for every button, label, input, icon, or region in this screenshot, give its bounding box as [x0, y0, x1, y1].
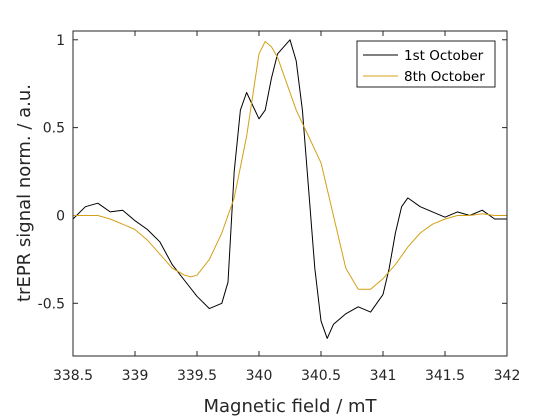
x-tick-label: 341 [370, 368, 397, 384]
x-tick-label: 342 [494, 368, 521, 384]
x-tick-label: 338.5 [53, 368, 93, 384]
plot-frame [72, 30, 508, 357]
y-tick-label: 0 [56, 208, 65, 224]
legend-label-8th-october: 8th October [404, 69, 485, 85]
x-tick-label: 340 [246, 368, 273, 384]
y-tick-label: 1 [56, 33, 65, 49]
legend-box [356, 40, 496, 88]
series-line-8th-october [73, 41, 507, 290]
legend-label-1st-october: 1st October [404, 48, 484, 64]
y-tick-label: -0.5 [38, 296, 65, 312]
series-line-1st-october [72, 39, 507, 339]
y-axis-ticks: 1 0.5 0 -0.5 [38, 33, 507, 312]
y-axis-label: trEPR signal norm. / a.u. [14, 84, 35, 302]
x-axis-label: Magnetic field / mT [203, 396, 377, 417]
plot-series [72, 39, 507, 339]
x-tick-label: 339.5 [177, 368, 217, 384]
x-tick-label: 340.5 [301, 368, 341, 384]
x-axis-ticks: 338.5 339 339.5 340 340.5 341 341.5 342 [53, 31, 520, 384]
x-tick-label: 341.5 [425, 368, 465, 384]
x-tick-label: 339 [122, 368, 149, 384]
legend: 1st October 8th October [356, 40, 496, 88]
y-tick-label: 0.5 [43, 121, 65, 137]
